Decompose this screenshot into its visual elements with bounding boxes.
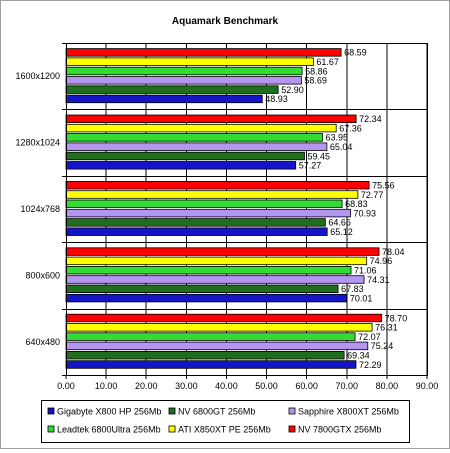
legend-label: Gigabyte X800 HP 256Mb — [57, 407, 161, 417]
x-tick-label: 70.00 — [336, 381, 359, 391]
category-label: 640x480 — [25, 337, 60, 347]
x-tick-label: 30.00 — [175, 381, 198, 391]
legend-swatch — [288, 407, 296, 415]
bar — [65, 161, 297, 170]
x-tick-label: 50.00 — [255, 381, 278, 391]
data-label: 74.31 — [367, 275, 390, 285]
legend: Gigabyte X800 HP 256Mb NV 6800GT 256Mb Sap… — [41, 400, 410, 443]
data-label: 75.56 — [372, 181, 395, 191]
legend-label: NV 6800GT 256Mb — [178, 407, 255, 417]
x-tick-label: 10.00 — [95, 381, 118, 391]
x-tick-label: 90.00 — [416, 381, 439, 391]
x-tick-label: 80.00 — [376, 381, 399, 391]
bar — [65, 190, 359, 199]
data-label: 58.86 — [305, 66, 328, 76]
legend-swatch — [168, 407, 176, 415]
bar — [65, 350, 345, 360]
legend-swatch — [168, 425, 176, 433]
bar — [65, 275, 365, 284]
bar — [65, 227, 328, 236]
legend-label: Sapphire X800XT 256Mb — [298, 407, 399, 417]
bar — [65, 85, 279, 94]
bar — [65, 323, 373, 332]
data-label: 52.90 — [281, 85, 304, 95]
data-label: 70.93 — [354, 208, 377, 218]
data-label: 48.93 — [265, 94, 288, 104]
data-label: 74.96 — [370, 256, 393, 266]
x-tick-label: 0.00 — [57, 381, 75, 391]
bar — [65, 293, 348, 303]
bar — [65, 199, 343, 208]
data-label: 72.29 — [359, 360, 382, 370]
data-label: 67.83 — [341, 284, 364, 294]
bar — [65, 123, 337, 133]
data-label: 61.67 — [316, 57, 339, 67]
plot-border — [66, 43, 428, 376]
legend-swatch — [47, 425, 55, 433]
legend-box — [41, 400, 410, 443]
data-label: 65.04 — [330, 142, 353, 152]
bar — [65, 360, 357, 369]
data-label: 58.69 — [304, 76, 327, 86]
data-label: 78.70 — [385, 313, 408, 323]
bar — [65, 151, 305, 161]
category-label: 1280x1024 — [15, 138, 60, 148]
bar — [65, 208, 351, 218]
x-tick-label: 60.00 — [295, 381, 318, 391]
bar — [65, 48, 342, 57]
category-label: 1024x768 — [20, 204, 60, 214]
data-label: 72.34 — [359, 114, 382, 124]
category-label: 800x600 — [25, 270, 60, 280]
data-label: 68.59 — [344, 48, 367, 58]
data-label: 69.34 — [347, 351, 370, 361]
bar — [65, 265, 352, 275]
bar — [65, 142, 328, 151]
bar — [65, 284, 339, 293]
legend-swatch — [288, 425, 296, 433]
category-label: 1600x1200 — [15, 71, 60, 81]
data-label: 65.12 — [330, 227, 353, 237]
bar — [65, 76, 302, 85]
bar — [65, 218, 326, 227]
data-label: 72.07 — [358, 332, 381, 342]
bar — [65, 247, 380, 256]
data-label: 75.24 — [371, 341, 394, 351]
bar — [65, 332, 356, 341]
x-tick-label: 40.00 — [215, 381, 238, 391]
data-label: 71.06 — [354, 266, 377, 276]
bar — [65, 114, 357, 123]
data-label: 70.01 — [350, 293, 373, 303]
data-label: 76.31 — [375, 323, 398, 333]
x-tick-label: 20.00 — [135, 381, 158, 391]
legend-label: ATI X850XT PE 256Mb — [178, 425, 271, 435]
data-label: 59.45 — [307, 151, 330, 161]
legend-label: Leadtek 6800Ultra 256Mb — [57, 425, 161, 435]
data-label: 67.36 — [339, 123, 362, 133]
legend-label: NV 7800GTX 256Mb — [298, 425, 382, 435]
bar — [65, 256, 368, 266]
bar — [65, 341, 369, 351]
legend-swatch — [47, 407, 55, 415]
bar — [65, 57, 314, 66]
bar — [65, 180, 370, 190]
data-label: 78.04 — [382, 247, 405, 257]
bar — [65, 66, 303, 76]
bar — [65, 133, 323, 142]
data-label: 68.83 — [345, 199, 368, 209]
data-label: 72.77 — [361, 190, 384, 200]
bar — [65, 94, 263, 104]
data-label: 63.95 — [326, 133, 349, 143]
chart-title: Aquamark Benchmark — [172, 16, 279, 27]
bar — [65, 313, 383, 323]
data-label: 57.27 — [299, 161, 322, 171]
data-label: 64.66 — [328, 218, 351, 228]
